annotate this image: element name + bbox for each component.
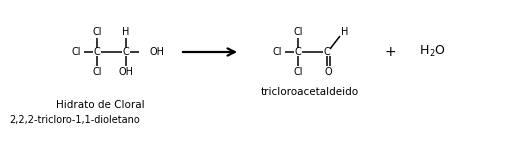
- Text: H: H: [122, 27, 130, 37]
- Text: 2,2,2-tricloro-1,1-dioletano: 2,2,2-tricloro-1,1-dioletano: [9, 115, 140, 125]
- Text: +: +: [384, 45, 396, 59]
- Text: O: O: [324, 67, 332, 77]
- Text: C: C: [295, 47, 301, 57]
- Text: 2: 2: [429, 49, 434, 59]
- Text: tricloroacetaldeido: tricloroacetaldeido: [261, 87, 359, 97]
- Text: Cl: Cl: [92, 27, 102, 37]
- Text: Cl: Cl: [272, 47, 282, 57]
- Text: H: H: [341, 27, 349, 37]
- Text: OH: OH: [149, 47, 164, 57]
- Text: Cl: Cl: [92, 67, 102, 77]
- Text: Hidrato de Cloral: Hidrato de Cloral: [56, 100, 144, 110]
- Text: OH: OH: [119, 67, 133, 77]
- Text: C: C: [93, 47, 100, 57]
- Text: Cl: Cl: [293, 27, 303, 37]
- Text: C: C: [323, 47, 330, 57]
- Text: H: H: [420, 43, 429, 57]
- Text: Cl: Cl: [293, 67, 303, 77]
- Text: C: C: [123, 47, 129, 57]
- Text: O: O: [434, 43, 444, 57]
- Text: Cl: Cl: [71, 47, 81, 57]
